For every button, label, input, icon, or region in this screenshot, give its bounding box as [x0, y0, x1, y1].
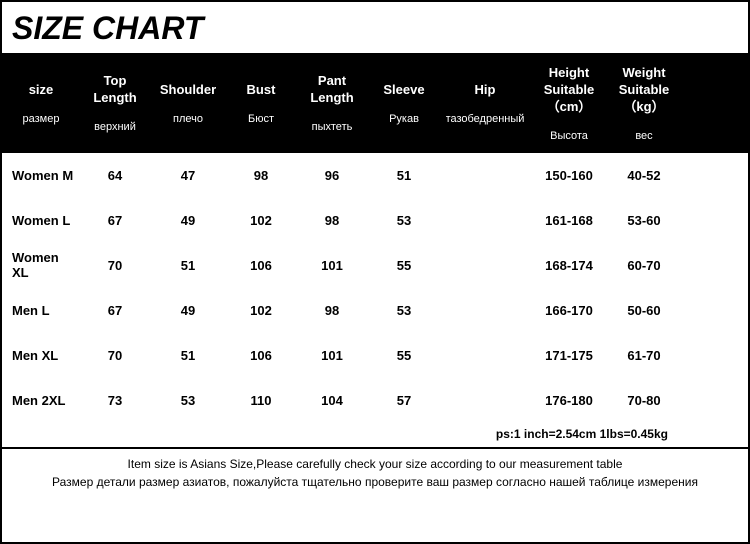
column-header-en: size: [29, 82, 54, 99]
table-row: Men L67491029853 166-17050-60: [2, 288, 748, 333]
table-cell: 70: [80, 348, 150, 363]
table-cell: 73: [80, 393, 150, 408]
table-cell: 70: [80, 258, 150, 273]
column-header-ru: верхний: [94, 121, 136, 134]
column-header-ru: Высота: [550, 130, 588, 143]
table-cell: Men 2XL: [2, 393, 80, 408]
table-row: Women L67491029853 161-16853-60: [2, 198, 748, 243]
table-cell: Women L: [2, 213, 80, 228]
table-cell: 51: [150, 348, 226, 363]
table-cell: 161-168: [530, 213, 608, 228]
table-cell: 96: [296, 168, 368, 183]
column-header-ru: пыхтеть: [312, 121, 353, 134]
table-cell: 67: [80, 303, 150, 318]
table-cell: Men XL: [2, 348, 80, 363]
table-cell: 53-60: [608, 213, 680, 228]
table-cell: 150-160: [530, 168, 608, 183]
table-cell: 106: [226, 348, 296, 363]
table-cell: 98: [296, 303, 368, 318]
table-cell: 50-60: [608, 303, 680, 318]
table-cell: 53: [368, 213, 440, 228]
table-cell: 101: [296, 348, 368, 363]
table-header: size размер Top Length верхний Shoulder плечо…: [2, 55, 748, 153]
table-row: Men XL705110610155 171-17561-70: [2, 333, 748, 378]
column-header-en: Sleeve: [383, 82, 424, 99]
table-cell: 61-70: [608, 348, 680, 363]
table-cell: 49: [150, 213, 226, 228]
column-header: Pant Length пыхтеть: [296, 55, 368, 153]
column-header-en: Top Length: [93, 73, 136, 107]
table-cell: 53: [368, 303, 440, 318]
table-cell: 110: [226, 393, 296, 408]
table-cell: 98: [226, 168, 296, 183]
column-header-ru: размер: [23, 113, 60, 126]
table-cell: 104: [296, 393, 368, 408]
column-header: Bust Бюст: [226, 55, 296, 153]
column-header-en: Bust: [247, 82, 276, 99]
footer-line-ru: Размер детали размер азиатов, пожалуйста…: [6, 473, 744, 491]
column-header: Height Suitable （cm） Высота: [530, 55, 608, 153]
table-cell: 64: [80, 168, 150, 183]
column-header-en: Shoulder: [160, 82, 216, 99]
table-cell: 57: [368, 393, 440, 408]
column-header: Sleeve Рукав: [368, 55, 440, 153]
table-cell: Women XL: [2, 250, 80, 280]
column-header-en: Pant Length: [310, 73, 353, 107]
footer-line-en: Item size is Asians Size,Please carefull…: [6, 455, 744, 473]
table-cell: 70-80: [608, 393, 680, 408]
table-cell: 101: [296, 258, 368, 273]
table-cell: 51: [150, 258, 226, 273]
table-cell: 53: [150, 393, 226, 408]
chart-title: SIZE CHART: [2, 2, 748, 55]
table-cell: 49: [150, 303, 226, 318]
table-cell: 55: [368, 348, 440, 363]
column-header-en: Weight Suitable （kg）: [619, 65, 670, 116]
table-body: Women M6447989651150-16040-52Women L6749…: [2, 153, 748, 423]
table-cell: 40-52: [608, 168, 680, 183]
table-cell: 102: [226, 213, 296, 228]
table-cell: Men L: [2, 303, 80, 318]
column-header: Shoulder плечо: [150, 55, 226, 153]
table-cell: 176-180: [530, 393, 608, 408]
column-header: size размер: [2, 55, 80, 153]
table-cell: 168-174: [530, 258, 608, 273]
table-cell: 106: [226, 258, 296, 273]
column-header-en: Height Suitable （cm）: [544, 65, 595, 116]
column-header: Top Length верхний: [80, 55, 150, 153]
column-header-ru: вес: [635, 130, 652, 143]
column-header-ru: Рукав: [389, 113, 419, 126]
table-row: Men 2XL735311010457 176-18070-80: [2, 378, 748, 423]
table-row: Women M6447989651 150-16040-52: [2, 153, 748, 198]
column-header-ru: тазобедренный: [446, 113, 525, 126]
footer-notes: Item size is Asians Size,Please carefull…: [2, 447, 748, 499]
table-cell: Women M: [2, 168, 80, 183]
column-header-ru: плечо: [173, 113, 203, 126]
table-cell: 67: [80, 213, 150, 228]
table-cell: 171-175: [530, 348, 608, 363]
column-header-ru: Бюст: [248, 113, 274, 126]
column-header: Weight Suitable （kg） вес: [608, 55, 680, 153]
table-row: Women XL705110610155 168-17460-70: [2, 243, 748, 288]
table-cell: 166-170: [530, 303, 608, 318]
table-cell: 51: [368, 168, 440, 183]
table-cell: 60-70: [608, 258, 680, 273]
unit-note: ps:1 inch=2.54cm 1lbs=0.45kg: [2, 423, 748, 447]
table-cell: 47: [150, 168, 226, 183]
column-header: Hip тазобедренный: [440, 55, 530, 153]
column-header-en: Hip: [475, 82, 496, 99]
table-cell: 102: [226, 303, 296, 318]
table-cell: 98: [296, 213, 368, 228]
table-cell: 55: [368, 258, 440, 273]
